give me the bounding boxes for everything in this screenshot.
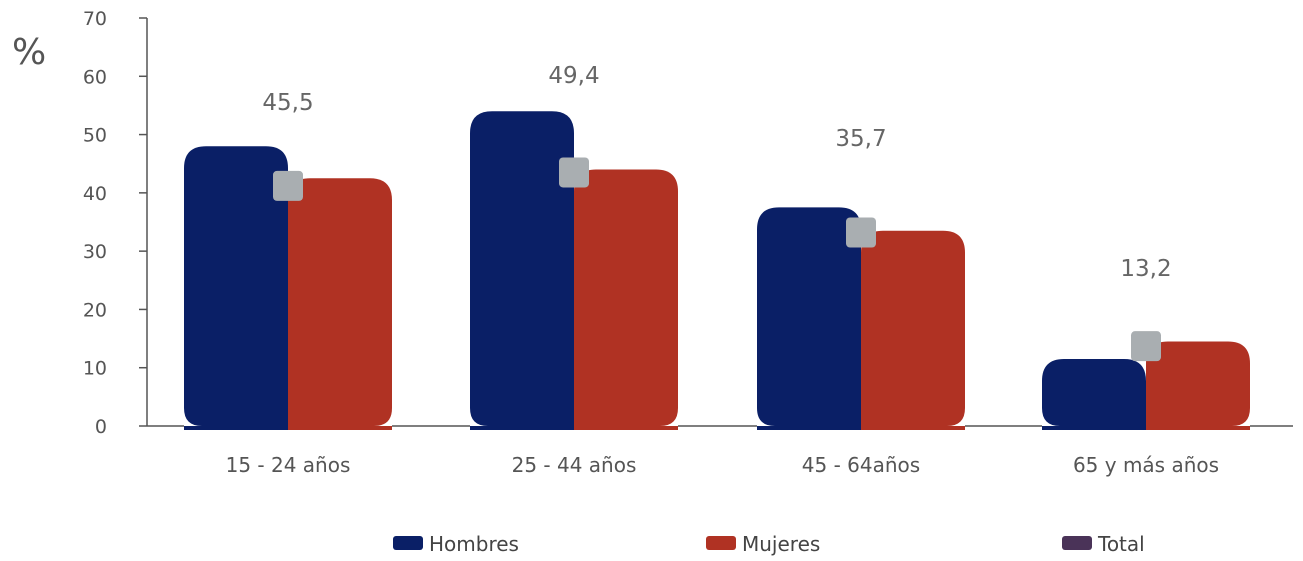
bars <box>184 111 1250 431</box>
legend-label-total: Total <box>1097 532 1145 556</box>
bar-corner <box>947 408 965 426</box>
total-marker <box>559 157 589 188</box>
y-tick-label: 20 <box>83 299 107 321</box>
total-data-label: 13,2 <box>1120 256 1171 282</box>
bar-mujeres <box>1146 341 1250 430</box>
x-category-label: 45 - 64años <box>802 453 920 477</box>
y-axis-unit: % <box>12 32 46 73</box>
y-tick-label: 60 <box>83 66 107 88</box>
total-data-label: 49,4 <box>548 63 599 89</box>
bar-hombres <box>757 207 861 430</box>
bar-hombres <box>184 146 288 430</box>
legend-swatch-hombres <box>393 536 423 550</box>
total-marker <box>846 217 876 248</box>
legend-label-hombres: Hombres <box>429 532 519 556</box>
legend-swatch-total <box>1062 536 1092 550</box>
total-marker <box>1131 331 1161 362</box>
x-category-label: 15 - 24 años <box>226 453 351 477</box>
total-marker <box>273 170 303 201</box>
bar-hombres <box>1042 358 1146 430</box>
bar-corner <box>1232 408 1250 426</box>
y-tick-label: 40 <box>83 183 107 205</box>
bar-mujeres <box>861 230 965 430</box>
legend-label-mujeres: Mujeres <box>742 532 820 556</box>
total-data-label: 35,7 <box>835 126 886 152</box>
x-category-label: 25 - 44 años <box>512 453 637 477</box>
labels: 15 - 24 años 45,5 25 - 44 años 49,4 45 - 64a… <box>226 63 1219 477</box>
legend-swatch-mujeres <box>706 536 736 550</box>
bar-corner <box>757 408 775 426</box>
x-category-label: 65 y más años <box>1073 453 1219 477</box>
y-tick-label: 0 <box>95 416 107 438</box>
y-tick-label: 70 <box>83 8 107 30</box>
bar-hombres <box>470 111 574 430</box>
bar-mujeres <box>574 169 678 431</box>
bar-corner <box>1042 408 1060 426</box>
total-markers <box>273 157 1161 362</box>
y-tick-label: 50 <box>83 125 107 147</box>
total-data-label: 45,5 <box>262 90 313 116</box>
bar-corner <box>374 408 392 426</box>
bar-corner <box>184 408 202 426</box>
bar-mujeres <box>288 178 392 430</box>
legend: Hombres Mujeres Total <box>393 532 1145 556</box>
bar-corner <box>470 408 488 426</box>
bar-corner <box>660 408 678 426</box>
y-tick-label: 10 <box>83 358 107 380</box>
y-tick-label: 30 <box>83 241 107 263</box>
